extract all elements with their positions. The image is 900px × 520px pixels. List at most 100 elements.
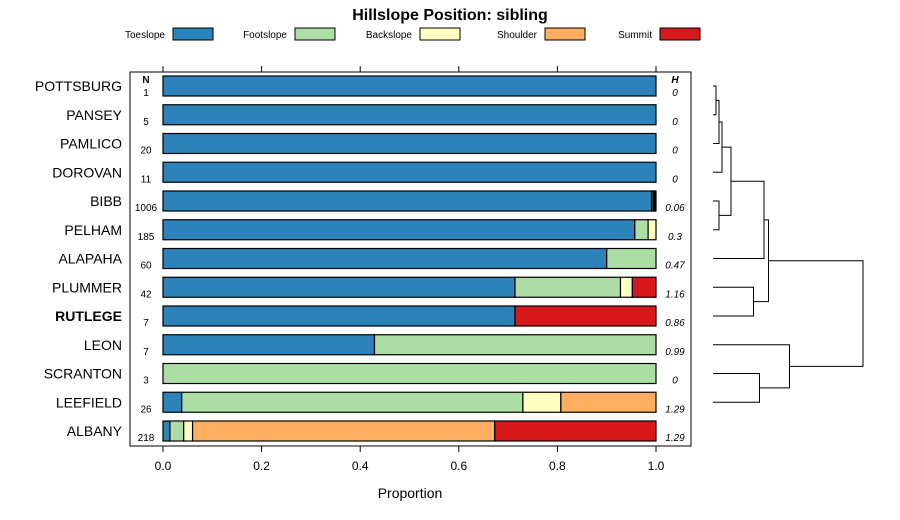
x-tick-label: 1.0: [648, 459, 665, 473]
dendrogram: [713, 85, 864, 403]
bar-segment: [373, 334, 657, 356]
x-tick-label: 0.4: [352, 459, 369, 473]
row-h: 0.47: [665, 261, 685, 272]
legend-label: Summit: [618, 30, 652, 41]
row-label: ALBANY: [67, 423, 123, 439]
legend-label: Shoulder: [497, 30, 538, 41]
bar-segment: [514, 305, 657, 327]
bar-segment: [522, 391, 562, 413]
dendrogram-branch: [713, 344, 790, 389]
bar-segment: [162, 362, 657, 385]
row-h: 0: [672, 174, 678, 185]
dendrogram-branch: [713, 180, 765, 259]
bar-segment: [169, 420, 185, 442]
row-label: BIBB: [90, 193, 122, 209]
row-h: 1.29: [665, 433, 685, 444]
row-label: POTTSBURG: [35, 78, 122, 94]
bar-segment: [162, 276, 516, 298]
row-n: 26: [140, 404, 152, 415]
row-label: SCRANTON: [44, 366, 122, 382]
legend-label: Footslope: [243, 30, 287, 41]
bar-segment: [162, 219, 636, 241]
bar-segment: [162, 190, 653, 212]
bar-segment: [514, 276, 622, 298]
row-n: 1006: [135, 203, 158, 214]
bar-segment: [162, 305, 516, 327]
row-label: PAMLICO: [60, 136, 122, 152]
x-tick-label: 0.6: [450, 459, 467, 473]
row-h: 0.99: [665, 347, 685, 358]
legend-label: Toeslope: [125, 30, 165, 41]
row-label: PLUMMER: [52, 279, 122, 295]
legend-swatch: [294, 27, 336, 41]
x-tick-label: 0.0: [155, 459, 172, 473]
row-n: 5: [143, 117, 149, 128]
dendrogram-branch: [768, 260, 864, 367]
legend-swatch: [659, 27, 701, 41]
bar-segment: [560, 391, 657, 413]
dendrogram-branch: [719, 146, 732, 216]
row-label: LEON: [84, 337, 122, 353]
dendrogram-branch: [713, 286, 754, 317]
bars: [162, 75, 657, 442]
row-label: LEEFIELD: [56, 394, 122, 410]
dendrogram-branch: [713, 121, 723, 173]
dendrogram-branch: [713, 200, 720, 231]
dendrogram-branch: [753, 219, 769, 303]
row-h: 0: [672, 88, 678, 99]
row-label: ALAPAHA: [58, 251, 122, 267]
chart-title: Hillslope Position: sibling: [352, 7, 548, 24]
row-n: 60: [140, 261, 152, 272]
legend-swatch: [544, 27, 586, 41]
bar-segment: [647, 219, 657, 241]
row-label: PELHAM: [64, 222, 122, 238]
legend-swatch: [419, 27, 461, 41]
row-h: 0.86: [665, 318, 685, 329]
bar-segment: [181, 391, 524, 413]
x-tick-label: 0.2: [253, 459, 270, 473]
n-header: N: [142, 75, 149, 86]
row-label: RUTLEGE: [55, 308, 122, 324]
bar-segment: [634, 219, 649, 241]
row-n: 11: [141, 174, 152, 185]
legend-swatch: [172, 27, 214, 41]
row-n: 3: [143, 376, 149, 387]
row-label: DOROVAN: [52, 164, 122, 180]
bar-segment: [631, 276, 657, 298]
bar-segment: [162, 334, 376, 356]
legend: Toeslope Footslope Backslope Shoulder Summit: [125, 27, 701, 41]
row-n: 185: [138, 232, 155, 243]
bar-segment: [162, 132, 657, 155]
dendrogram-branch: [713, 85, 717, 116]
row-n: 1: [143, 88, 149, 99]
row-n: 42: [140, 289, 152, 300]
bar-segment: [162, 161, 657, 183]
row-labels: POTTSBURG 1 0 PANSEY 5 0 PAMLICO 20 0 DOROVAN 11 0 B…: [35, 78, 685, 444]
row-h: 1.29: [665, 404, 685, 415]
x-axis: 0.0 0.2 0.4 0.6 0.8 1.0: [155, 66, 665, 473]
bar-segment: [494, 420, 657, 442]
row-label: PANSEY: [66, 107, 122, 123]
bar-segment: [162, 75, 657, 97]
bar-segment: [183, 420, 194, 442]
bar-segment: [162, 247, 608, 270]
x-tick-label: 0.8: [549, 459, 566, 473]
legend-label: Backslope: [366, 30, 413, 41]
row-n: 20: [140, 146, 152, 157]
row-h: 0: [672, 376, 678, 387]
row-n: 7: [143, 318, 149, 329]
dendrogram-branch: [713, 373, 760, 403]
bar-segment: [162, 391, 183, 413]
row-h: 0: [672, 117, 678, 128]
row-h: 0.06: [665, 203, 685, 214]
bar-segment: [606, 247, 657, 270]
h-header: H: [671, 75, 679, 86]
bar-segment: [162, 420, 171, 442]
bar-segment: [654, 190, 657, 212]
row-n: 218: [138, 433, 155, 444]
row-h: 1.16: [665, 289, 685, 300]
bar-segment: [191, 420, 496, 442]
row-n: 7: [143, 347, 149, 358]
bar-segment: [619, 276, 633, 298]
